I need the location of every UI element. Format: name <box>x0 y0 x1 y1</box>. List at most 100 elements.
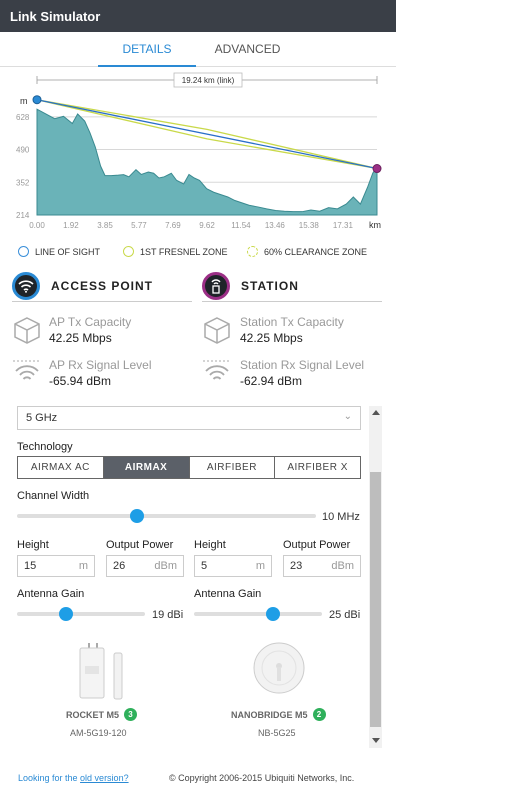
old-version-prefix: Looking for the <box>18 773 81 783</box>
station-model-name: NANOBRIDGE M5 <box>231 709 308 720</box>
station-height-input[interactable]: 5 m <box>194 555 272 577</box>
link-distance-label: 19.24 km (link) <box>182 76 235 85</box>
legend-fresnel-zone: 1ST FRESNEL ZONE <box>123 246 228 257</box>
settings-scrollbar-thumb[interactable] <box>370 472 381 727</box>
station-marker <box>372 164 382 174</box>
tab-details[interactable]: DETAILS <box>98 42 196 67</box>
x-tick-label: 3.85 <box>97 221 113 230</box>
ap-output-power-unit: dBm <box>154 560 177 572</box>
scroll-up-arrow-icon[interactable] <box>372 410 380 415</box>
technology-option-airmax[interactable]: AIRMAX <box>103 457 190 478</box>
legend-line-of-sight-label: LINE OF SIGHT <box>35 246 101 257</box>
station-rx-signal-value: -62.94 dBm <box>240 374 303 388</box>
x-tick-label: 9.62 <box>199 221 215 230</box>
station-model: NANOBRIDGE M5 2 <box>231 708 326 721</box>
capacity-cube-icon <box>204 317 230 344</box>
elevation-profile-chart: 214 352 490 628 0.00 1.92 3.85 5.77 7.69 9.62 11.5… <box>16 72 382 230</box>
ap-model-count-badge: 3 <box>124 708 138 721</box>
x-axis-label: km <box>369 220 381 230</box>
legend-clearance-zone: 60% CLEARANCE ZONE <box>247 246 367 257</box>
ap-tx-capacity: AP Tx Capacity 42.25 Mbps <box>49 315 131 345</box>
ap-rx-signal-value: -65.94 dBm <box>49 374 112 388</box>
station-title: STATION <box>241 279 299 293</box>
access-point-divider <box>12 301 192 302</box>
access-point-header: ACCESS POINT <box>12 270 153 302</box>
frequency-select-value: 5 GHz <box>26 412 58 424</box>
station-icon <box>202 272 230 300</box>
old-version-prompt: Looking for the old version? <box>18 773 129 783</box>
station-model-count-badge: 2 <box>312 708 326 721</box>
station-antenna-gain-slider[interactable] <box>194 612 322 616</box>
ap-antenna-gain-value: 19 dBi <box>152 609 184 621</box>
ap-output-power-input-value: 26 <box>113 560 126 572</box>
station-rx-signal: Station Rx Signal Level -62.94 dBm <box>240 358 364 388</box>
x-tick-label: 17.31 <box>333 221 354 230</box>
station-divider <box>202 301 382 302</box>
technology-label: Technology <box>17 441 73 453</box>
ap-antenna-gain-slider[interactable] <box>17 612 145 616</box>
station-output-power-label: Output Power <box>283 539 351 551</box>
station-antenna-sku: NB-5G25 <box>258 728 296 738</box>
x-tick-label: 0.00 <box>29 221 45 230</box>
ap-antenna-sku: AM-5G19-120 <box>70 728 127 738</box>
signal-wifi-icon <box>203 360 231 380</box>
station-output-power-input[interactable]: 23 dBm <box>283 555 361 577</box>
terrain-area <box>36 108 378 216</box>
access-point-icon <box>12 272 40 300</box>
station-tx-capacity-label: Station Tx Capacity <box>240 315 344 329</box>
station-antenna-gain-label: Antenna Gain <box>194 588 262 600</box>
copyright-text: © Copyright 2006-2015 Ubiquiti Networks,… <box>169 773 355 783</box>
y-tick-label: 214 <box>16 211 30 220</box>
tab-bar: DETAILS ADVANCED <box>0 32 396 67</box>
x-tick-label: 7.69 <box>165 221 181 230</box>
station-height-label: Height <box>194 539 226 551</box>
frequency-select[interactable]: 5 GHz ⌄ <box>17 406 361 430</box>
channel-width-slider[interactable] <box>17 514 316 518</box>
x-tick-label: 13.46 <box>265 221 286 230</box>
access-point-marker <box>32 95 42 105</box>
station-tx-capacity: Station Tx Capacity 42.25 Mbps <box>240 315 344 345</box>
y-tick-label: 628 <box>16 113 30 122</box>
station-output-power-input-value: 23 <box>290 560 303 572</box>
ap-output-power-label: Output Power <box>106 539 174 551</box>
settings-scrollbar[interactable] <box>369 406 382 748</box>
technology-option-airfiber-x[interactable]: AIRFIBER X <box>287 462 348 473</box>
station-antenna-gain-value: 25 dBi <box>329 609 361 621</box>
legend-line-of-sight-swatch <box>18 246 29 257</box>
ap-model-name: ROCKET M5 <box>66 709 120 720</box>
scroll-down-arrow-icon[interactable] <box>372 738 380 743</box>
ap-model: ROCKET M5 3 <box>66 708 138 721</box>
link-distance-box <box>173 72 243 88</box>
capacity-cube-icon <box>14 317 40 344</box>
channel-width-value: 10 MHz <box>322 511 360 523</box>
ap-output-power-input[interactable]: 26 dBm <box>106 555 184 577</box>
x-tick-label: 5.77 <box>131 221 147 230</box>
tab-advanced[interactable]: ADVANCED <box>214 42 281 56</box>
station-antenna-gain-slider-handle[interactable] <box>266 607 281 621</box>
technology-segmented-control: AIRMAX AC AIRMAX AIRFIBER AIRFIBER X <box>17 456 361 479</box>
ap-rx-signal-label: AP Rx Signal Level <box>49 358 152 372</box>
legend-line-of-sight: LINE OF SIGHT <box>18 246 100 257</box>
technology-option-airmax-ac[interactable]: AIRMAX AC <box>18 457 104 478</box>
channel-width-label: Channel Width <box>17 490 90 502</box>
y-tick-label: 490 <box>16 146 30 155</box>
ap-height-input[interactable]: 15 m <box>17 555 95 577</box>
access-point-title: ACCESS POINT <box>51 279 154 293</box>
ap-rx-signal: AP Rx Signal Level -65.94 dBm <box>49 358 152 388</box>
x-tick-label: 1.92 <box>63 221 79 230</box>
legend-fresnel-zone-label: 1ST FRESNEL ZONE <box>140 246 228 257</box>
y-axis-label: m <box>20 96 28 106</box>
station-header: STATION <box>202 270 299 302</box>
line-of-sight <box>36 99 378 170</box>
window-title-bar: Link Simulator <box>0 0 396 32</box>
fresnel-zone-line <box>36 99 378 170</box>
technology-option-airfiber[interactable]: AIRFIBER <box>190 457 276 478</box>
channel-width-slider-handle[interactable] <box>129 509 144 523</box>
ap-antenna-gain-slider-handle[interactable] <box>58 607 73 621</box>
x-tick-label: 15.38 <box>299 221 320 230</box>
station-tx-capacity-value: 42.25 Mbps <box>240 331 303 345</box>
x-tick-label: 11.54 <box>231 221 251 230</box>
y-tick-label: 352 <box>16 178 30 187</box>
chevron-down-icon: ⌄ <box>343 411 352 422</box>
old-version-link[interactable]: old version? <box>80 773 129 783</box>
